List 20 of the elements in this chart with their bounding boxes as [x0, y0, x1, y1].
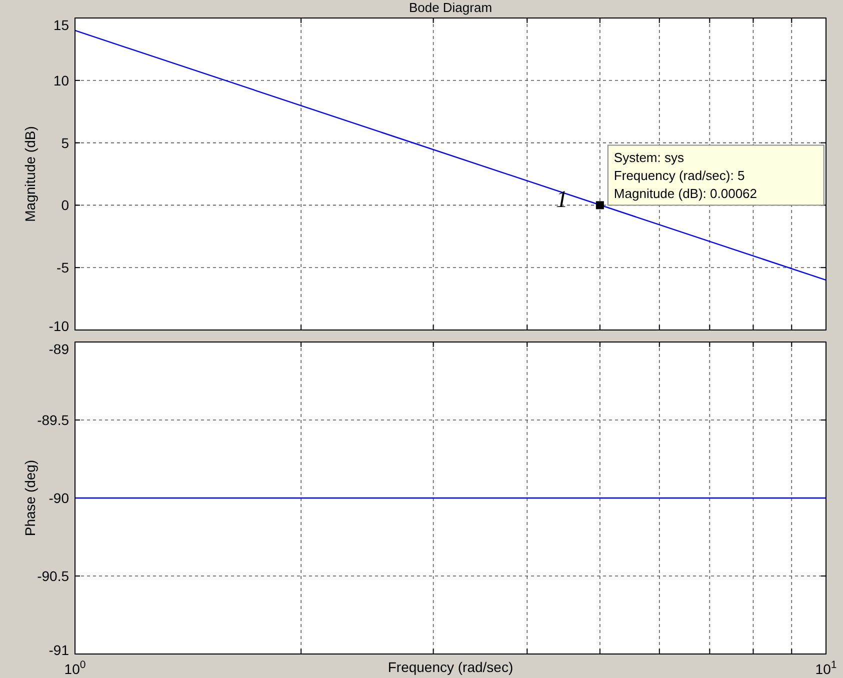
y-tick-label: 15	[53, 17, 70, 33]
annotation: System: sys Frequency (rad/sec): 5 Magnitude (dB): 0.00062	[614, 150, 758, 202]
y-axis-title: Magnitude (dB)	[22, 126, 38, 222]
x-tick-label: 10$^{0}$	[64, 659, 86, 677]
x-axis-title: Frequency (rad/sec)	[388, 659, 514, 675]
annotation: 1	[556, 187, 568, 214]
y-tick-label: -5	[56, 260, 70, 276]
y-tick-label: -90.5	[37, 568, 70, 584]
y-tick-label: -10	[48, 318, 70, 334]
y-tick-label: -90	[48, 490, 70, 506]
y-tick-label: -91	[48, 642, 70, 658]
y-axis-title: Phase (deg)	[22, 460, 38, 536]
tooltip: System: sys Frequency (rad/sec): 5 Magnitude (dB): 0.00062	[607, 144, 824, 206]
y-tick-label: 10	[53, 72, 70, 88]
y-tick-label: 0	[61, 197, 70, 214]
x-tick-label: 10$^{1}$	[815, 659, 837, 677]
chart-title: Bode Diagram	[408, 0, 492, 15]
y-tick-label: 5	[61, 134, 70, 151]
y-tick-label: -89.5	[37, 412, 70, 428]
y-tick-label: -89	[48, 341, 70, 357]
